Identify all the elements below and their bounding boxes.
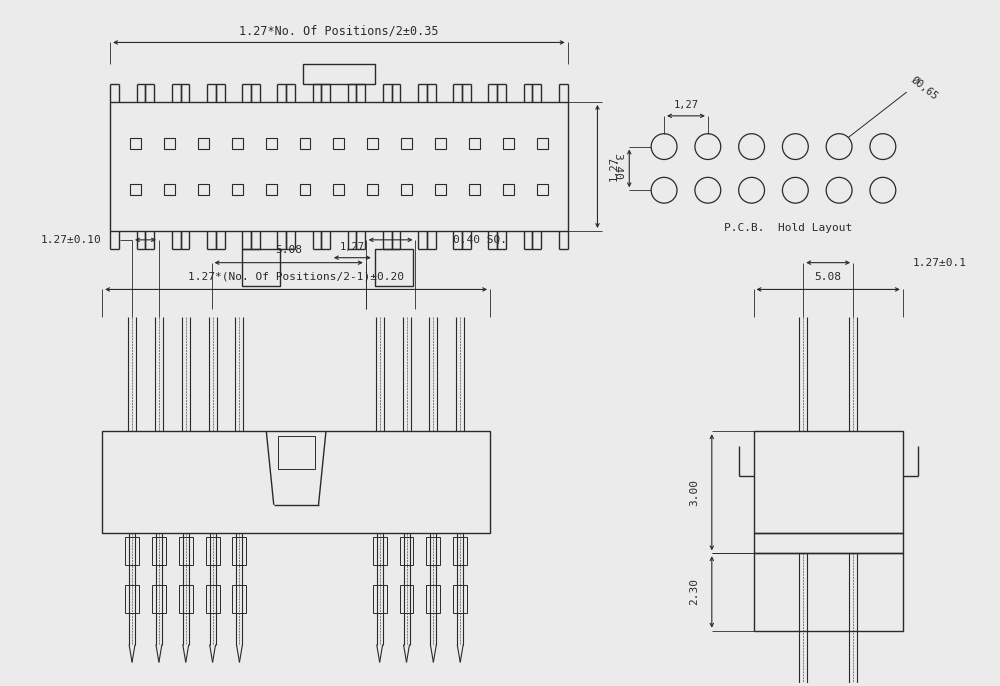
Bar <box>373 537 387 565</box>
Bar <box>453 585 467 613</box>
Bar <box>130 185 141 195</box>
Bar <box>125 537 139 565</box>
Bar <box>266 185 277 195</box>
Bar <box>401 185 412 195</box>
Text: 1,27: 1,27 <box>673 100 698 110</box>
Bar <box>300 185 310 195</box>
Bar <box>152 537 166 565</box>
Text: Ø0,65: Ø0,65 <box>909 75 940 102</box>
Bar <box>164 185 175 195</box>
Bar <box>300 138 310 149</box>
Bar <box>110 102 568 231</box>
Text: 2.30: 2.30 <box>689 578 699 606</box>
Bar <box>401 138 412 149</box>
Bar <box>435 185 446 195</box>
Bar <box>242 249 280 287</box>
Bar <box>206 537 220 565</box>
Bar <box>537 138 548 149</box>
Text: 5.08: 5.08 <box>275 245 302 255</box>
Bar <box>278 436 315 469</box>
Bar <box>125 585 139 613</box>
Bar <box>303 64 375 84</box>
Bar <box>232 537 246 565</box>
Bar <box>164 138 175 149</box>
Bar <box>537 185 548 195</box>
Bar <box>232 138 243 149</box>
Text: 3.00: 3.00 <box>689 479 699 506</box>
Text: 1,27: 1,27 <box>608 156 618 181</box>
Bar <box>198 138 209 149</box>
Text: P.C.B.  Hold Layout: P.C.B. Hold Layout <box>724 223 853 233</box>
Text: 3.40: 3.40 <box>612 153 622 180</box>
Bar <box>453 537 467 565</box>
Bar <box>266 138 277 149</box>
Bar <box>426 537 440 565</box>
Bar <box>179 537 193 565</box>
Bar <box>373 585 387 613</box>
Bar <box>232 185 243 195</box>
Bar <box>367 138 378 149</box>
Bar <box>130 138 141 149</box>
Bar <box>400 585 413 613</box>
Bar <box>469 185 480 195</box>
Bar <box>754 554 903 630</box>
Bar <box>754 534 903 554</box>
Bar <box>333 185 344 195</box>
Bar <box>206 585 220 613</box>
Bar <box>400 537 413 565</box>
Bar <box>152 585 166 613</box>
Bar <box>503 138 514 149</box>
Bar <box>503 185 514 195</box>
Bar <box>754 431 903 534</box>
Bar <box>469 138 480 149</box>
Bar <box>426 585 440 613</box>
Text: 1.27*No. Of Positions/2±0.35: 1.27*No. Of Positions/2±0.35 <box>239 24 439 37</box>
Bar <box>102 431 490 534</box>
Bar <box>232 585 246 613</box>
Text: 1,27: 1,27 <box>340 241 365 252</box>
Text: 5.08: 5.08 <box>815 272 842 281</box>
Bar <box>179 585 193 613</box>
Bar <box>333 138 344 149</box>
Text: 1.27±0.10: 1.27±0.10 <box>41 235 101 245</box>
Bar <box>435 138 446 149</box>
Bar <box>375 249 413 287</box>
Text: 0.40 SQ.: 0.40 SQ. <box>453 235 507 245</box>
Bar <box>367 185 378 195</box>
Bar <box>198 185 209 195</box>
Text: 1.27*(No. Of Positions/2-1)±0.20: 1.27*(No. Of Positions/2-1)±0.20 <box>188 272 404 281</box>
Text: 1.27±0.1: 1.27±0.1 <box>913 258 967 268</box>
